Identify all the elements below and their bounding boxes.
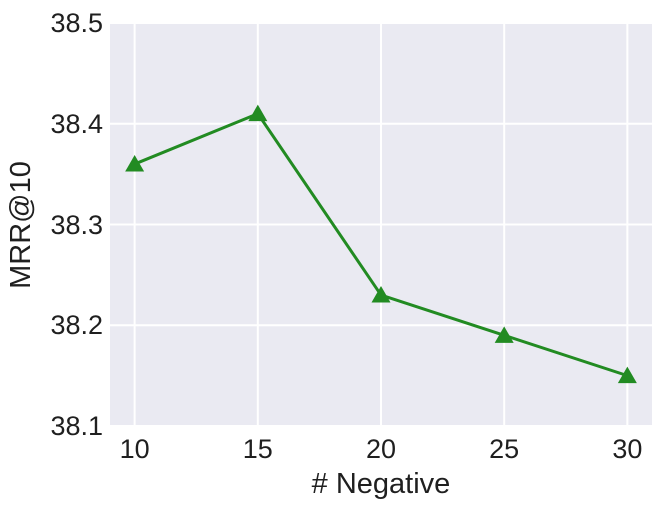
x-tick-label: 30 [612,434,643,464]
y-tick-label: 38.2 [50,310,103,341]
data-point-marker [248,104,268,122]
y-tick-label: 38.1 [50,411,103,441]
data-point-marker [617,366,637,384]
y-tick-label: 38.3 [50,209,103,240]
x-tick-label: 25 [489,434,520,464]
data-point-marker [125,155,145,172]
data-point-marker [494,326,514,343]
data-point-marker [371,286,391,303]
x-tick-label: 15 [242,434,273,464]
x-tick-label: 20 [365,434,397,464]
y-tick-label: 38.4 [50,108,103,139]
x-tick-label: 10 [119,434,150,464]
x-axis-label: # Negative [311,468,451,500]
y-tick-label: 38.5 [50,8,103,38]
y-axis-label: MRR@10 [5,160,37,289]
